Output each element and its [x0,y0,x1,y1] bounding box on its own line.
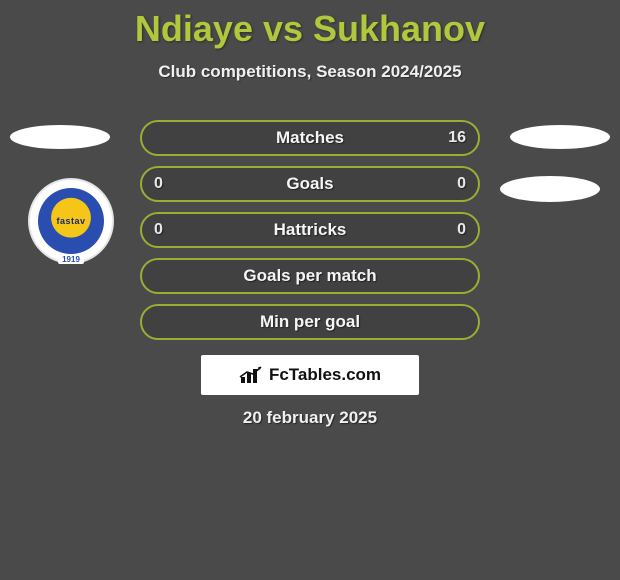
stats-rows: Matches 16 0 Goals 0 0 Hattricks 0 Goals… [140,120,480,350]
stat-matches-label: Matches [276,128,344,148]
bar-chart-icon [239,365,265,385]
footer-logo-text: FcTables.com [269,365,381,385]
club-badge-name: fastav [56,216,85,226]
player2-placeholder-badge [510,125,610,149]
stat-goals-label: Goals [286,174,333,194]
stat-row-hattricks: 0 Hattricks 0 [140,212,480,248]
footer-logo: FcTables.com [201,355,419,395]
subtitle: Club competitions, Season 2024/2025 [0,62,620,82]
stat-row-goals: 0 Goals 0 [140,166,480,202]
date-text: 20 february 2025 [0,408,620,428]
stat-mpg-label: Min per goal [260,312,360,332]
stat-hattricks-label: Hattricks [274,220,347,240]
club-badge-right-placeholder [500,176,600,202]
page-title: Ndiaye vs Sukhanov [0,0,620,50]
stat-hattricks-left: 0 [154,221,180,239]
stat-row-gpm: Goals per match [140,258,480,294]
stat-row-matches: Matches 16 [140,120,480,156]
player1-placeholder-badge [10,125,110,149]
stat-gpm-label: Goals per match [243,266,376,286]
club-badge-left: fastav 1919 [28,178,114,264]
stat-goals-left: 0 [154,175,180,193]
club-badge-year: 1919 [58,255,84,264]
stat-hattricks-right: 0 [440,221,466,239]
stat-row-mpg: Min per goal [140,304,480,340]
stat-matches-right: 16 [440,129,466,147]
club-badge-inner: fastav [38,188,104,254]
stat-goals-right: 0 [440,175,466,193]
